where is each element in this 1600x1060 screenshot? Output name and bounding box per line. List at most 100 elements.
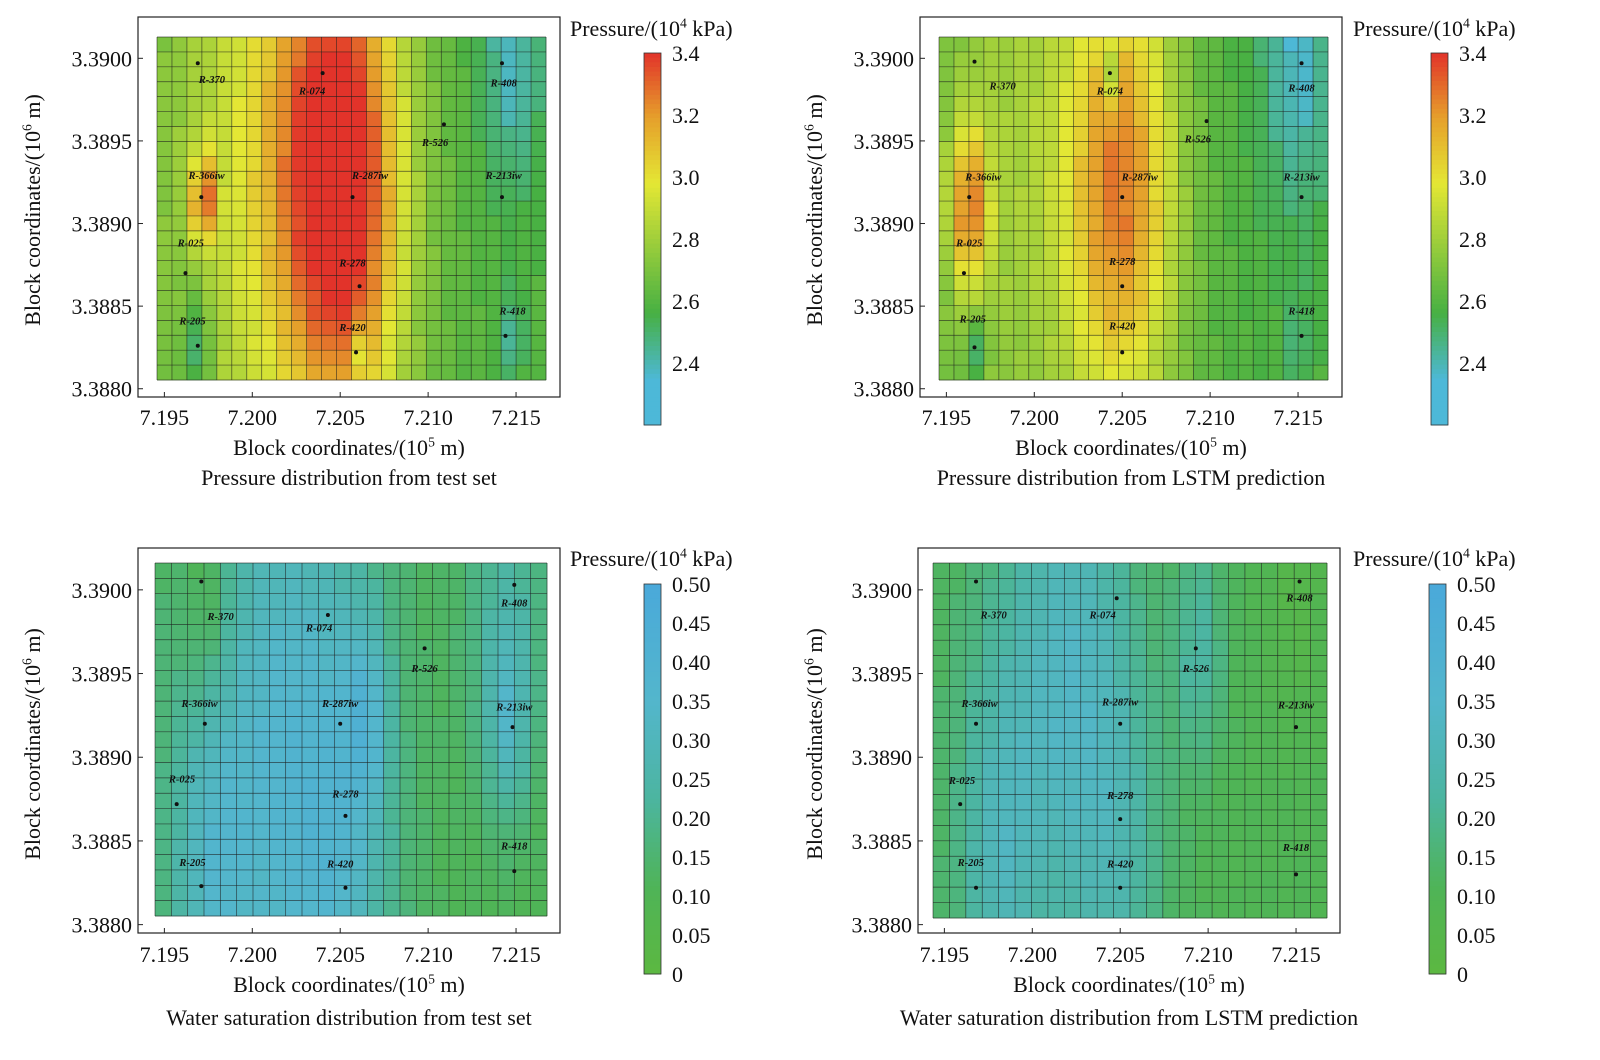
heatmap-cell (381, 171, 397, 187)
heatmap-cell (983, 171, 1000, 187)
heatmap-cell (998, 763, 1016, 780)
colorbar-frame (1430, 52, 1449, 426)
colorbar-segment (644, 85, 661, 91)
heatmap-cell (1064, 578, 1082, 595)
heatmap-cell (411, 230, 427, 247)
heatmap-cell (400, 639, 417, 656)
heatmap-cell (432, 854, 450, 871)
well-label: R-366iw (960, 699, 998, 710)
heatmap-cell (1118, 96, 1134, 112)
heatmap-cell (1313, 186, 1329, 202)
heatmap-cell (201, 141, 218, 157)
heatmap-cell (334, 900, 352, 917)
colorbar-segment (1431, 169, 1448, 175)
heatmap-cell (1193, 111, 1209, 127)
heatmap-cell (1162, 671, 1180, 687)
heatmap-cell (231, 141, 248, 157)
well-label: R-213iw (495, 702, 533, 713)
heatmap-cell (1097, 809, 1114, 826)
heatmap-cell (204, 808, 221, 825)
colorbar-segment (1431, 290, 1448, 296)
heatmap-cell (449, 655, 466, 671)
colorbar-segment (1431, 201, 1448, 207)
heatmap-cell (306, 230, 322, 247)
heatmap-cell (302, 701, 319, 717)
colorbar-segment (644, 252, 661, 259)
heatmap-cell (501, 320, 517, 336)
colorbar-segment (1429, 866, 1446, 873)
heatmap-cell (157, 171, 173, 187)
heatmap-cell (1228, 686, 1246, 703)
heatmap-cell (1228, 732, 1246, 749)
colorbar-segment (644, 920, 661, 926)
heatmap-cell (186, 111, 203, 127)
heatmap-cell (953, 51, 970, 68)
heatmap-cell (1208, 141, 1224, 157)
heatmap-cell (396, 141, 412, 157)
heatmap-cell (291, 320, 307, 336)
well-label: R-408 (500, 599, 528, 610)
heatmap-cell (336, 96, 352, 112)
heatmap-cell (516, 51, 532, 68)
heatmap-cell (367, 900, 384, 917)
colorbar-segment (644, 954, 661, 960)
heatmap-cell (1088, 335, 1104, 351)
heatmap-cell (302, 869, 319, 886)
y-tick-label: 3.3885 (852, 829, 913, 854)
well-label: R-025 (948, 776, 975, 787)
colorbar-segment (1429, 949, 1446, 955)
heatmap-cell (1261, 748, 1279, 764)
heatmap-cell (1080, 856, 1098, 872)
heatmap-cell (396, 111, 412, 127)
heatmap-cell (383, 839, 401, 855)
heatmap-cell (501, 126, 517, 142)
heatmap-cell (285, 716, 303, 733)
heatmap-cell (481, 839, 499, 855)
heatmap-cell (471, 215, 487, 232)
heatmap-cell (498, 869, 515, 886)
heatmap-cell (1103, 156, 1119, 172)
heatmap-cell (1179, 763, 1196, 780)
colorbar-segment (644, 178, 661, 184)
heatmap-cell (968, 66, 985, 83)
heatmap-cell (998, 156, 1015, 172)
heatmap-cell (1253, 305, 1269, 321)
heatmap-cell (1148, 290, 1164, 306)
heatmap-cell (321, 260, 337, 276)
colorbar-segment (1431, 285, 1448, 291)
heatmap-cell (306, 51, 322, 68)
heatmap-cell (1244, 701, 1262, 718)
x-axis-label: Block coordinates/(105 m) (233, 435, 465, 460)
heatmap-cell (1043, 66, 1059, 83)
heatmap-cell (1253, 365, 1269, 381)
heatmap-cell (285, 655, 303, 671)
well-label: R-205 (178, 858, 205, 869)
heatmap-cell (1208, 96, 1224, 112)
heatmap-cell (1283, 320, 1299, 336)
heatmap-cell (531, 275, 547, 291)
heatmap-cell (411, 51, 427, 68)
heatmap-cell (1212, 825, 1229, 842)
colorbar-segment (1431, 159, 1448, 166)
heatmap-cell (1028, 156, 1045, 172)
colorbar-segment (644, 220, 661, 226)
well-dot (1297, 579, 1302, 584)
heatmap-cell (1223, 215, 1239, 232)
colorbar-segment (1429, 618, 1446, 624)
heatmap-cell (1223, 230, 1239, 247)
heatmap-cell (171, 245, 188, 261)
heatmap-cell (171, 230, 188, 247)
heatmap-cell (220, 731, 237, 748)
heatmap-cell (1031, 701, 1049, 718)
heatmap-cell (1195, 779, 1213, 795)
heatmap-cell (1178, 51, 1194, 68)
colorbar-segment (1429, 964, 1446, 970)
heatmap-cell (998, 141, 1015, 157)
heatmap-cell (261, 350, 277, 366)
heatmap-cell (965, 732, 983, 749)
colorbar-tick-label: 0.40 (672, 650, 711, 675)
heatmap-cell (366, 215, 382, 232)
heatmap-cell (432, 593, 450, 610)
heatmap-cell (334, 701, 352, 717)
heatmap-cell (367, 593, 384, 610)
